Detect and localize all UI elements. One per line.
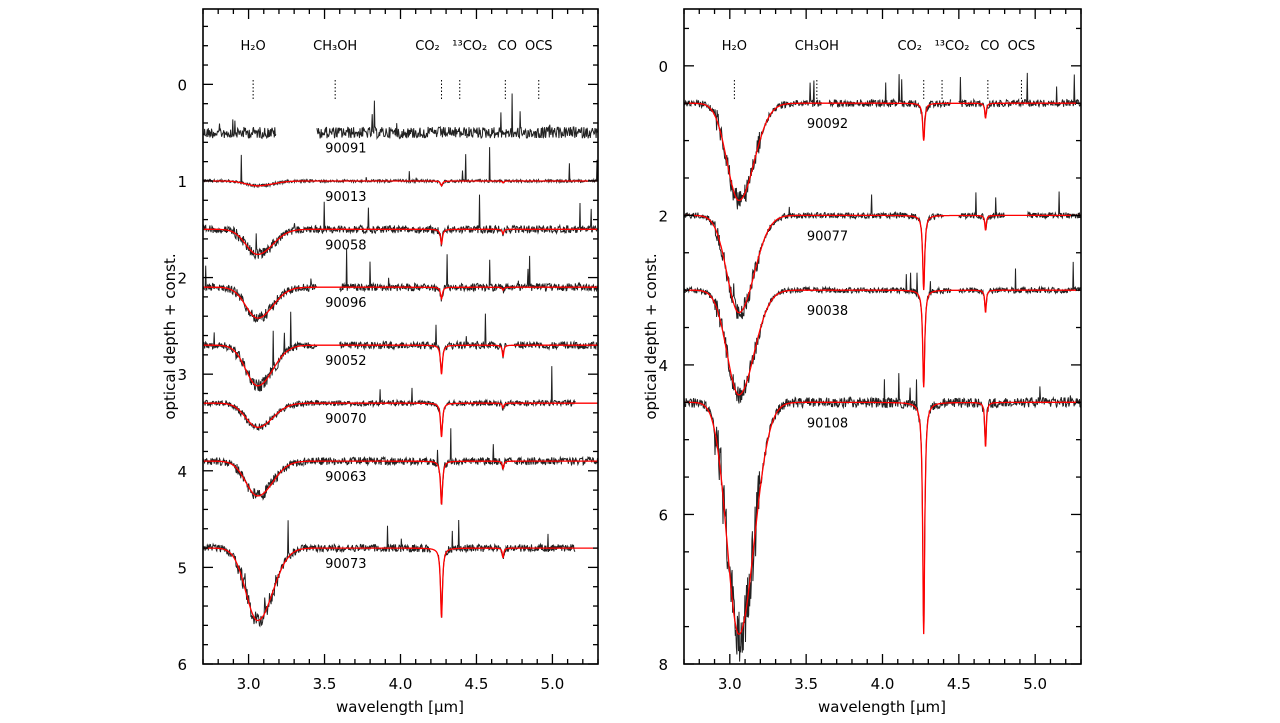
- spectrum-data-line: [203, 194, 598, 261]
- spectrum-data-line: [203, 366, 576, 436]
- x-tick-label: 3.5: [794, 675, 818, 693]
- spectrum-data-line: [203, 265, 318, 323]
- spectrum-data-line: [316, 93, 598, 140]
- spectrum-90108: [684, 373, 1081, 662]
- panel-2: H₂O CH₃OH CO₂ ¹³CO₂ CO OCS 90092 90077 90038 9010…: [642, 8, 1082, 716]
- spectrum-label: 90073: [325, 557, 366, 572]
- molecule-label: H₂O: [722, 39, 747, 54]
- x-tick-label: 3.5: [313, 675, 337, 693]
- y-tick-label: 0: [658, 58, 668, 76]
- molecule-label: OCS: [525, 39, 553, 54]
- x-tick-label: 4.5: [947, 675, 971, 693]
- spectrum-fit-line: [203, 460, 598, 505]
- molecule-label: CO₂: [415, 39, 440, 54]
- x-tick-label: 5.0: [1023, 675, 1047, 693]
- spectrum-90073: [203, 519, 598, 628]
- spectrum-label: 90077: [807, 229, 848, 244]
- spectrum-label: 90063: [325, 470, 366, 485]
- spectrum-data-line: [958, 261, 1081, 313]
- spectrum-label: 90092: [807, 117, 848, 132]
- spectrum-data-line: [684, 80, 822, 210]
- spectrum-data-line: [958, 192, 1005, 230]
- spectrum-90096: [203, 248, 598, 323]
- spectrum-fit-line: [684, 401, 1081, 635]
- plot-area: [203, 93, 598, 628]
- molecule-label: CO: [498, 39, 517, 54]
- molecule-label: CH₃OH: [795, 39, 839, 54]
- y-tick-label: 8: [658, 656, 668, 674]
- spectrum-data-line: [438, 519, 576, 618]
- spectrum-fit-line: [684, 289, 1081, 396]
- x-tick-label: 3.0: [718, 675, 742, 693]
- spectrum-label: 90070: [325, 412, 366, 427]
- spectrum-fit-line: [684, 102, 1081, 202]
- spectrum-90077: [684, 191, 1081, 320]
- y-tick-label: 5: [177, 559, 187, 577]
- spectrum-data-line: [203, 520, 432, 628]
- y-tick-label: 3: [177, 366, 187, 384]
- y-axis-title: optical depth + const.: [642, 253, 660, 419]
- x-tick-label: 3.0: [237, 675, 261, 693]
- y-tick-label: 6: [177, 656, 187, 674]
- spectrum-90052: [203, 311, 598, 392]
- molecule-label: ¹³CO₂: [452, 39, 487, 54]
- spectrum-90091: [203, 93, 598, 140]
- axes-frame: [683, 8, 1082, 665]
- spectrum-fit-line: [203, 547, 598, 622]
- molecule-label: CH₃OH: [313, 39, 357, 54]
- spectrum-label: 90052: [325, 354, 366, 369]
- spectrum-data-line: [203, 311, 318, 392]
- spectrum-label: 90038: [807, 304, 848, 319]
- spectrum-data-line: [958, 72, 1081, 118]
- spectrum-90013: [203, 147, 598, 189]
- molecule-label: CO₂: [897, 39, 922, 54]
- y-tick-label: 2: [177, 270, 187, 288]
- spectrum-label: 90013: [325, 190, 366, 205]
- x-tick-label: 4.5: [465, 675, 489, 693]
- spectrum-data-line: [339, 313, 508, 373]
- spectrum-data-line: [203, 147, 598, 189]
- x-tick-label: 5.0: [540, 675, 564, 693]
- spectrum-data-line: [339, 248, 598, 302]
- y-tick-label: 6: [658, 506, 668, 524]
- spectrum-data-line: [828, 74, 952, 139]
- y-tick-label: 4: [658, 357, 668, 375]
- spectrum-fit-line: [203, 180, 598, 187]
- spectrum-label: 90091: [325, 142, 366, 157]
- spectrum-90063: [203, 428, 598, 506]
- molecule-label: H₂O: [241, 39, 266, 54]
- molecule-label: OCS: [1008, 39, 1036, 54]
- panel-1: H₂O CH₃OH CO₂ ¹³CO₂ CO OCS 90091 90013 90058 9009…: [161, 8, 599, 716]
- spectrum-label: 90108: [807, 416, 848, 431]
- y-tick-label: 0: [177, 76, 187, 94]
- y-tick-label: 4: [177, 463, 187, 481]
- x-tick-label: 4.0: [871, 675, 895, 693]
- spectrum-fit-line: [203, 402, 598, 438]
- spectrum-90070: [203, 366, 598, 438]
- spectrum-90058: [203, 194, 598, 261]
- y-tick-label: 2: [658, 207, 668, 225]
- spectrum-fit-line: [203, 286, 598, 319]
- spectrum-90038: [684, 261, 1081, 404]
- axes-frame: [202, 8, 599, 665]
- spectrum-data-line: [203, 119, 277, 140]
- spectrum-data-line: [684, 373, 1081, 662]
- x-axis-title: wavelength [µm]: [818, 698, 946, 716]
- plot-area: [684, 72, 1081, 662]
- molecule-label: CO: [980, 39, 999, 54]
- spectrum-90092: [684, 72, 1081, 210]
- molecule-label: ¹³CO₂: [935, 39, 970, 54]
- spectrum-data-line: [1027, 191, 1081, 220]
- x-axis-title: wavelength [µm]: [336, 698, 464, 716]
- x-tick-label: 4.0: [389, 675, 413, 693]
- spectrum-label: 90058: [325, 238, 366, 253]
- spectrum-data-line: [203, 428, 598, 506]
- spectrum-fit-line: [203, 344, 598, 387]
- y-axis-title: optical depth + const.: [161, 253, 179, 419]
- spectrum-label: 90096: [325, 296, 366, 311]
- y-tick-label: 1: [177, 173, 187, 191]
- spectrum-fit-line: [684, 214, 1081, 314]
- spectrum-fit-line: [203, 228, 598, 256]
